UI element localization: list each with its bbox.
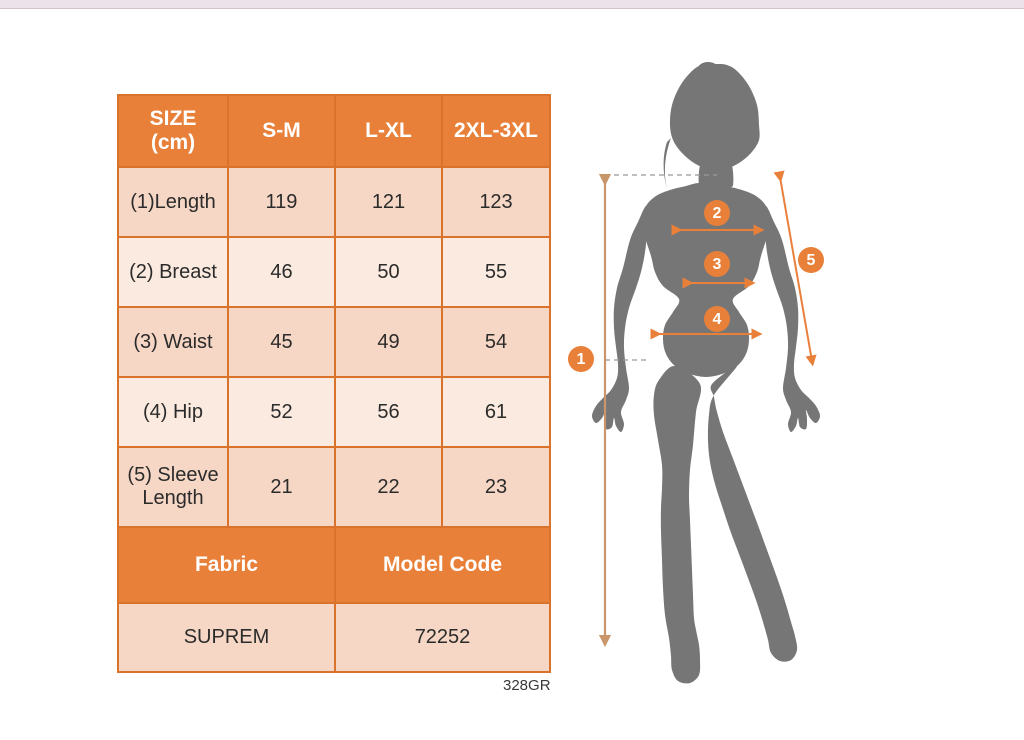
svg-text:2: 2: [713, 205, 722, 222]
svg-text:4: 4: [713, 311, 722, 328]
svg-text:3: 3: [713, 256, 722, 273]
svg-text:1: 1: [577, 351, 586, 368]
svg-text:5: 5: [807, 252, 816, 269]
